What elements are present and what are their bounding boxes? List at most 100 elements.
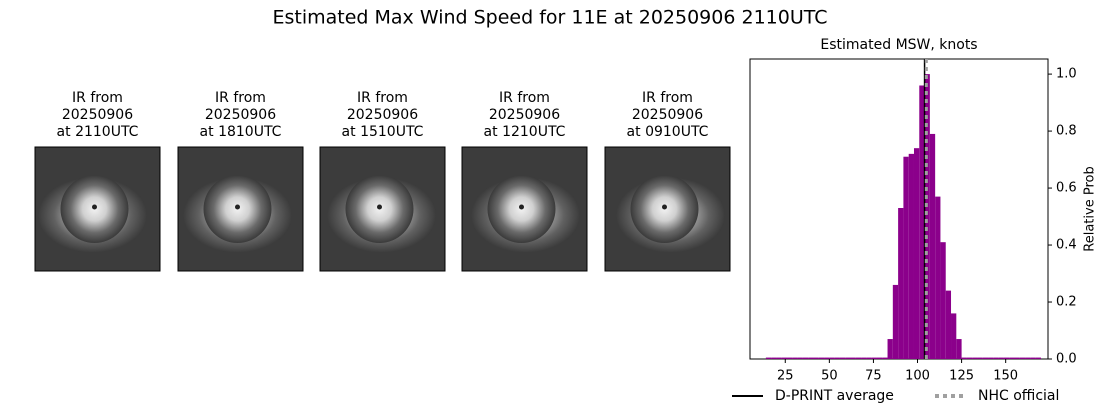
ir-image [177, 146, 304, 272]
legend-label: NHC official [978, 388, 1059, 404]
bar [982, 357, 989, 359]
chart-title: Estimated MSW, knots [820, 37, 977, 53]
bar [1030, 357, 1036, 359]
bar [845, 357, 851, 359]
bar [1003, 357, 1010, 359]
ir-image [319, 146, 446, 272]
panel-title: at 1510UTC [342, 124, 424, 140]
y-tick-label: 0.6 [1056, 181, 1077, 196]
panel-title: IR from [642, 90, 693, 106]
bar [871, 357, 877, 359]
bar [876, 357, 883, 359]
y-axis-label: Relative Prob [1083, 166, 1098, 251]
panel-title: IR from [72, 90, 123, 106]
bar [977, 357, 983, 359]
panel-title: IR from [215, 90, 266, 106]
image-frame [34, 146, 161, 272]
panel-title: at 1810UTC [200, 124, 282, 140]
bar [951, 313, 957, 359]
bar [940, 242, 946, 359]
bar [771, 357, 777, 359]
panel-title: at 0910UTC [627, 124, 709, 140]
bar [787, 357, 793, 359]
histogram [765, 74, 1041, 359]
x-tick-label: 75 [865, 369, 882, 384]
panel-title: IR from [499, 90, 550, 106]
x-tick-label: 150 [993, 369, 1018, 384]
bar [892, 284, 899, 359]
bar [966, 357, 973, 359]
bar [818, 357, 825, 359]
bar [792, 357, 798, 359]
bar [898, 208, 904, 359]
bar [887, 339, 893, 359]
panel-title: 20250906 [632, 107, 703, 123]
bar [808, 357, 814, 359]
bar [993, 357, 999, 359]
x-tick-label: 100 [905, 369, 930, 384]
image-frame [604, 146, 731, 272]
figure-title: Estimated Max Wind Speed for 11E at 2025… [272, 7, 827, 29]
bar [1014, 357, 1020, 359]
panel-title: 20250906 [205, 107, 276, 123]
bar [924, 74, 930, 359]
bar [1009, 357, 1015, 359]
bar [998, 357, 1004, 359]
bar [813, 357, 819, 359]
bar [903, 156, 909, 359]
bar [855, 357, 862, 359]
storm-eye [235, 204, 240, 210]
bar [861, 357, 867, 359]
ir-image [461, 146, 588, 272]
panel-title: at 1210UTC [484, 124, 566, 140]
bar [961, 357, 967, 359]
image-frame [177, 146, 304, 272]
bar [972, 357, 978, 359]
bar [988, 357, 994, 359]
y-tick-label: 0.4 [1056, 238, 1077, 253]
image-frame [319, 146, 446, 272]
storm-eye [519, 204, 524, 210]
bar [866, 357, 872, 359]
storm-eye [377, 204, 382, 210]
legend-label: D-PRINT average [775, 388, 894, 404]
bar [1025, 357, 1031, 359]
bar [1019, 357, 1026, 359]
panel-title: 20250906 [62, 107, 133, 123]
bar [935, 196, 941, 359]
panel-title: at 2110UTC [57, 124, 139, 140]
panel-title: 20250906 [489, 107, 560, 123]
x-tick-label: 25 [777, 369, 794, 384]
y-tick-label: 0.0 [1056, 352, 1077, 367]
storm-eye [662, 204, 667, 210]
bar [929, 133, 936, 359]
bar [1035, 357, 1041, 359]
y-tick-label: 0.8 [1056, 124, 1077, 139]
ir-image [604, 146, 731, 272]
storm-eye [92, 204, 97, 210]
bar [829, 357, 835, 359]
x-tick-label: 50 [821, 369, 838, 384]
bar [797, 357, 803, 359]
bar [802, 357, 809, 359]
panel-title: IR from [357, 90, 408, 106]
bar [882, 357, 888, 359]
bar [919, 85, 925, 359]
ir-image [34, 146, 161, 272]
y-tick-label: 0.2 [1056, 295, 1077, 310]
bar [839, 357, 846, 359]
bar [776, 357, 782, 359]
bar [765, 357, 772, 359]
bar [945, 290, 952, 359]
panel-title: 20250906 [347, 107, 418, 123]
bar [956, 339, 962, 359]
bar [781, 357, 788, 359]
y-tick-label: 1.0 [1056, 67, 1077, 82]
bar [824, 357, 830, 359]
bar [908, 153, 914, 359]
bar [913, 148, 920, 359]
bar [850, 357, 856, 359]
bar [834, 357, 840, 359]
image-frame [461, 146, 588, 272]
